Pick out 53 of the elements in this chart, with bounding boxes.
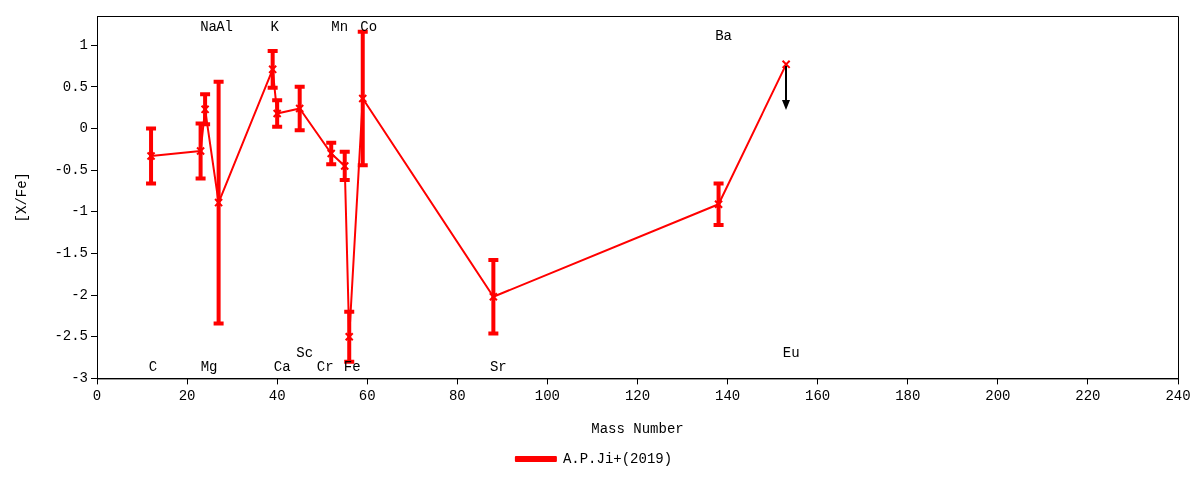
annotation: Ba xyxy=(715,27,732,44)
y-tick-label: 0.5 xyxy=(62,78,88,95)
y-tick-label: -1.5 xyxy=(54,245,88,262)
point xyxy=(295,103,305,114)
annotation: C xyxy=(148,359,158,376)
x-tick-label: 160 xyxy=(805,387,831,404)
annotation: Mn xyxy=(331,18,349,35)
x-tick-label: 240 xyxy=(1165,387,1191,404)
x-tick-label: 0 xyxy=(92,387,102,404)
x-tick-label: 220 xyxy=(1075,387,1101,404)
x-axis-title: Mass Number xyxy=(591,421,684,438)
annotation: Eu xyxy=(782,345,800,362)
point xyxy=(272,108,282,119)
y-tick-label: 1 xyxy=(79,36,88,53)
annotation: K xyxy=(270,18,280,35)
point xyxy=(214,198,224,208)
point xyxy=(196,146,206,156)
annotation: Ca xyxy=(273,359,291,376)
point xyxy=(488,292,498,302)
annotation: Cr xyxy=(316,359,334,376)
point xyxy=(344,332,354,342)
x-tick-label: 80 xyxy=(448,387,466,404)
x-tick-label: 200 xyxy=(985,387,1011,404)
x-tick-label: 140 xyxy=(714,387,741,404)
annotation: Na xyxy=(200,18,217,35)
point xyxy=(200,104,210,114)
y-tick-label: -1 xyxy=(71,203,88,220)
x-tick-label: 40 xyxy=(268,387,286,404)
y-tick-label: -0.5 xyxy=(54,161,88,178)
annotation: Mg xyxy=(200,359,218,376)
x-tick-label: 100 xyxy=(534,387,561,404)
x-tick-label: 60 xyxy=(358,387,376,404)
annotation: Fe xyxy=(343,359,361,376)
y-tick-label: 0 xyxy=(79,120,88,137)
point xyxy=(326,148,336,158)
y-axis-title: [X/Fe] xyxy=(14,171,31,223)
x-tick-label: 180 xyxy=(895,387,921,404)
y-tick-label: -3 xyxy=(71,370,88,387)
annotation: Sr xyxy=(489,359,507,376)
point xyxy=(268,64,278,74)
annotation: Al xyxy=(216,18,234,35)
point xyxy=(714,199,724,209)
y-tick-label: -2.5 xyxy=(54,328,88,345)
legend-label: A.P.Ji+(2019) xyxy=(562,450,673,467)
x-tick-label: 20 xyxy=(178,387,196,404)
point xyxy=(146,151,156,161)
point xyxy=(340,161,350,171)
annotation: Co xyxy=(360,18,378,35)
x-tick-label: 120 xyxy=(624,387,651,404)
annotation: Sc xyxy=(296,345,314,362)
point xyxy=(358,93,368,104)
point xyxy=(781,59,791,69)
y-tick-label: -2 xyxy=(71,286,88,303)
